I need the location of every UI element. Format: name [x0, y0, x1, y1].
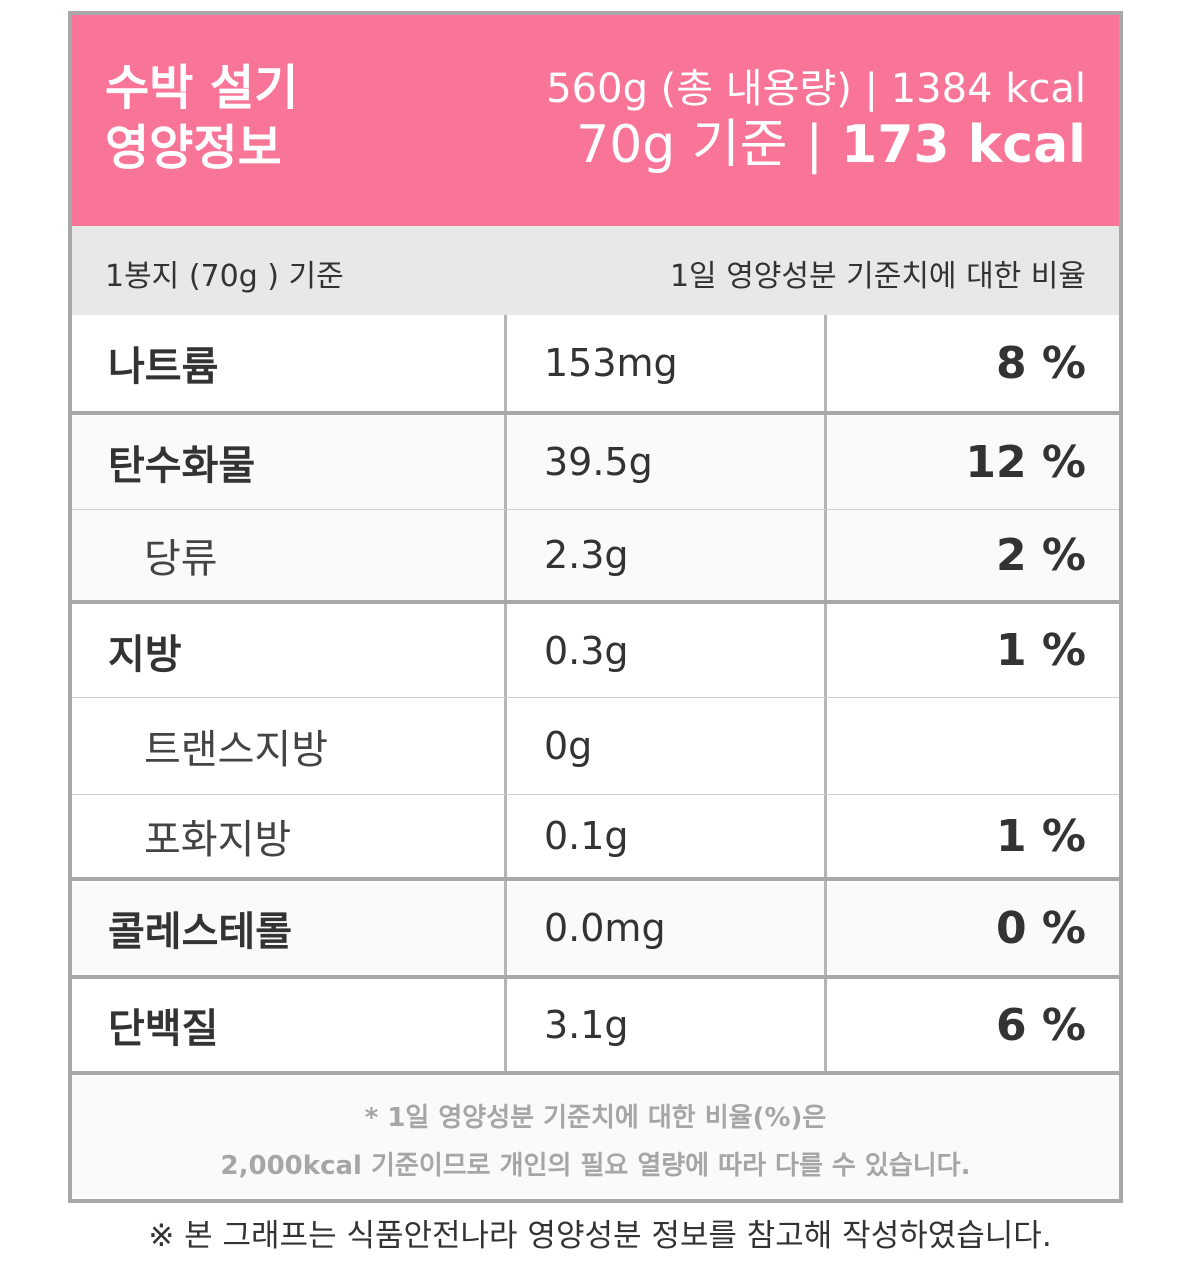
nutrient-name: 탄수화물 [108, 443, 256, 489]
serving-calories: 70g 기준 | 173 kcal [546, 113, 1086, 177]
nutrient-amount: 0.1g [544, 814, 629, 858]
separator: | [805, 115, 824, 175]
nutrient-amount: 2.3g [544, 533, 629, 577]
footnote-line-1: * 1일 영양성분 기준치에 대한 비율(%)은 [364, 1103, 827, 1133]
nutrient-row-saturated-fat: 포화지방 0.1g 1 % [72, 794, 1119, 877]
nutrient-percent: 12 % [965, 436, 1086, 488]
total-content-calories: 560g (총 내용량) | 1384 kcal [546, 66, 1086, 112]
footnote-line-2: 2,000kcal 기준이므로 개인의 필요 열량에 따라 다를 수 있습니다. [220, 1151, 971, 1181]
nutrient-amount: 153mg [544, 341, 678, 385]
nutrient-percent: 0 % [995, 902, 1086, 954]
nutrient-name: 지방 [108, 631, 182, 678]
nutrient-name: 트랜스지방 [144, 727, 328, 773]
nutrition-facts-panel: 수박 설기 영양정보 560g (총 내용량) | 1384 kcal 70g … [68, 11, 1123, 1203]
daily-value-footnote: * 1일 영양성분 기준치에 대한 비율(%)은 2,000kcal 기준이므로… [72, 1071, 1119, 1199]
daily-value-label: 1일 영양성분 기준치에 대한 비율 [669, 259, 1086, 294]
nutrient-amount: 0.0mg [544, 906, 666, 950]
serving-kcal: 173 kcal [841, 115, 1086, 175]
nutrition-info-label: 영양정보 [105, 120, 282, 176]
nutrient-percent: 1 % [995, 810, 1086, 862]
product-title: 수박 설기 영양정보 [105, 58, 298, 178]
nutrition-header: 수박 설기 영양정보 560g (총 내용량) | 1384 kcal 70g … [72, 15, 1119, 226]
nutrient-amount: 39.5g [544, 440, 653, 484]
product-name: 수박 설기 [105, 60, 299, 116]
nutrient-percent: 8 % [995, 337, 1086, 389]
nutrient-row-sugars: 당류 2.3g 2 % [72, 509, 1119, 600]
serving-basis: 70g 기준 [576, 115, 788, 175]
nutrient-table: 나트륨 153mg 8 % 탄수화물 39.5g 12 % 당류 2.3g 2 … [72, 315, 1119, 1071]
nutrient-row-cholesterol: 콜레스테롤 0.0mg 0 % [72, 877, 1119, 975]
table-subheader: 1봉지 (70g ) 기준 1일 영양성분 기준치에 대한 비율 [72, 226, 1119, 315]
nutrient-row-protein: 단백질 3.1g 6 % [72, 975, 1119, 1071]
nutrient-row-fat: 지방 0.3g 1 % [72, 600, 1119, 697]
nutrient-percent: 2 % [995, 529, 1086, 581]
nutrient-row-sodium: 나트륨 153mg 8 % [72, 315, 1119, 411]
nutrient-name: 당류 [144, 536, 218, 582]
nutrient-amount: 3.1g [544, 1003, 629, 1047]
nutrient-amount: 0g [544, 724, 593, 768]
calorie-summary: 560g (총 내용량) | 1384 kcal 70g 기준 | 173 kcal [546, 65, 1086, 177]
nutrient-name: 콜레스테롤 [108, 909, 292, 955]
nutrient-row-carbohydrate: 탄수화물 39.5g 12 % [72, 411, 1119, 509]
nutrient-percent: 6 % [995, 999, 1086, 1051]
nutrient-percent: 1 % [995, 625, 1086, 676]
nutrient-name: 포화지방 [144, 817, 292, 863]
nutrient-name: 단백질 [108, 1006, 219, 1052]
nutrient-row-trans-fat: 트랜스지방 0g [72, 697, 1119, 794]
nutrient-name: 나트륨 [108, 344, 219, 390]
nutrient-amount: 0.3g [544, 628, 629, 673]
source-caption: ※ 본 그래프는 식품안전나라 영양성분 정보를 참고해 작성하였습니다. [148, 1218, 1052, 1254]
serving-size-label: 1봉지 (70g ) 기준 [105, 259, 344, 294]
